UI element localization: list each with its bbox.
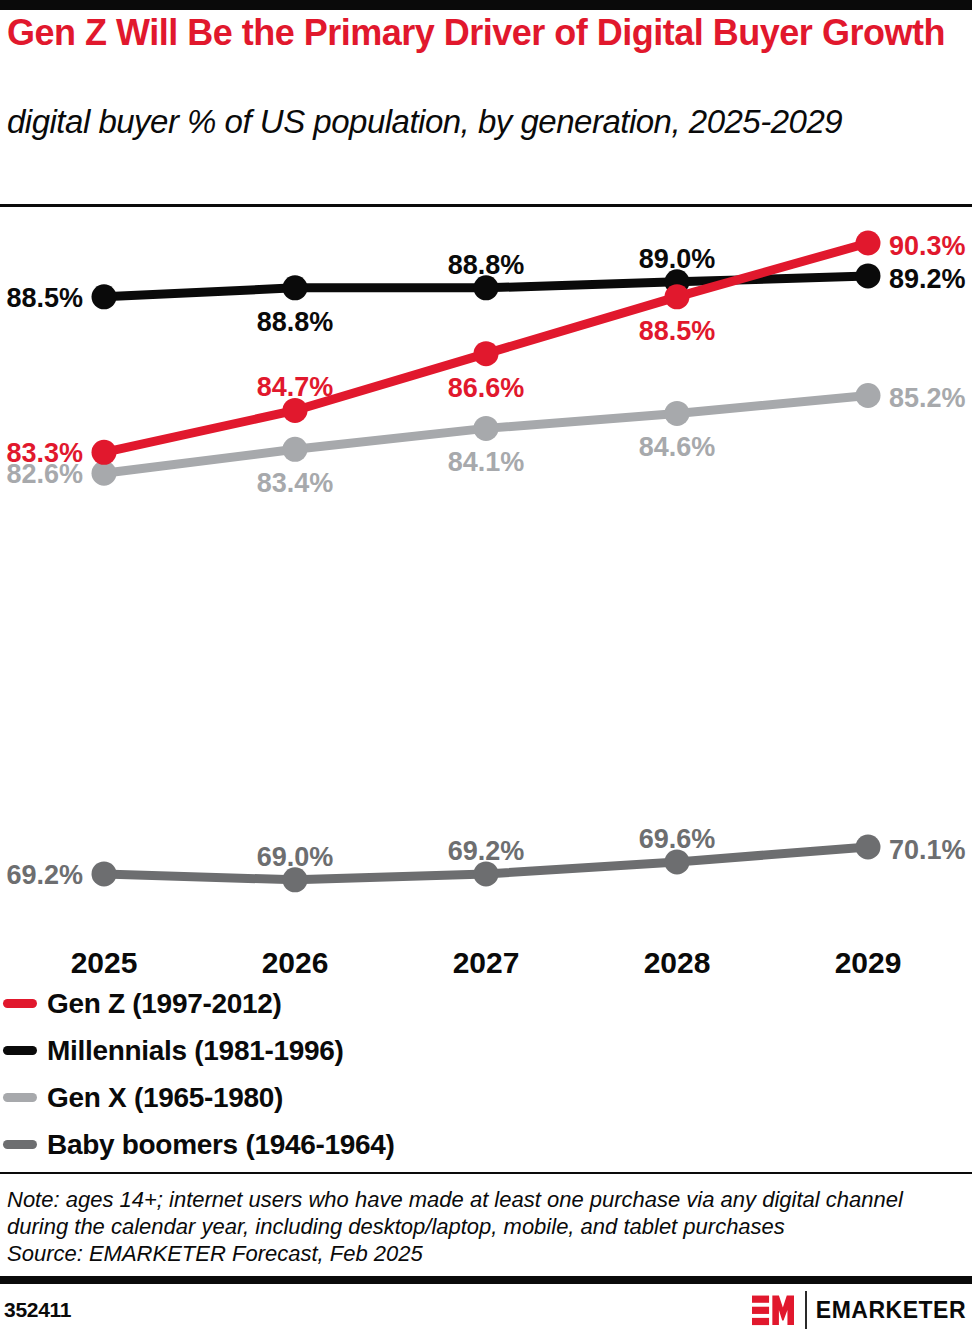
brand-divider [805, 1291, 807, 1329]
chart-card: Gen Z Will Be the Primary Driver of Digi… [0, 0, 972, 1330]
data-point-gen-z-1997-2012-2029 [856, 231, 881, 256]
legend-item-gen-x-1965-1980: Gen X (1965-1980) [3, 1074, 703, 1121]
axis-label-2027: 2027 [453, 946, 520, 979]
legend-label: Millennials (1981-1996) [47, 1035, 344, 1067]
legend: Gen Z (1997-2012) Millennials (1981-1996)… [3, 980, 703, 1168]
data-point-gen-x-1965-1980-2028 [665, 401, 690, 426]
data-point-millennials-1981-1996-2026 [283, 275, 308, 300]
note-divider [0, 1172, 972, 1174]
axis-label-2025: 2025 [71, 946, 138, 979]
data-label-baby-boomers-1946-1964-2029: 70.1% [889, 835, 966, 865]
data-point-gen-x-1965-1980-2027 [474, 416, 499, 441]
data-point-gen-x-1965-1980-2026 [283, 437, 308, 462]
legend-label: Gen Z (1997-2012) [47, 988, 282, 1020]
legend-item-baby-boomers-1946-1964: Baby boomers (1946-1964) [3, 1121, 703, 1168]
data-point-millennials-1981-1996-2029 [856, 263, 881, 288]
data-label-gen-z-1997-2012-2029: 90.3% [889, 231, 966, 261]
top-accent-bar [0, 0, 972, 10]
data-label-gen-x-1965-1980-2029: 85.2% [889, 383, 966, 413]
note-text: Note: ages 14+; internet users who have … [7, 1186, 967, 1240]
data-label-gen-z-1997-2012-2028: 88.5% [639, 316, 716, 346]
data-label-baby-boomers-1946-1964-2027: 69.2% [448, 836, 525, 866]
data-label-millennials-1981-1996-2025: 88.5% [6, 283, 83, 313]
data-label-gen-z-1997-2012-2025: 83.3% [6, 438, 83, 468]
legend-swatch-gen-x-1965-1980 [3, 1093, 37, 1102]
data-label-gen-x-1965-1980-2026: 83.4% [257, 468, 334, 498]
data-label-baby-boomers-1946-1964-2028: 69.6% [639, 824, 716, 854]
data-point-baby-boomers-1946-1964-2029 [856, 834, 881, 859]
legend-swatch-millennials-1981-1996 [3, 1046, 37, 1055]
legend-item-gen-z-1997-2012: Gen Z (1997-2012) [3, 980, 703, 1027]
data-label-millennials-1981-1996-2026: 88.8% [257, 307, 334, 337]
data-label-millennials-1981-1996-2028: 89.0% [639, 244, 716, 274]
data-label-gen-x-1965-1980-2028: 84.6% [639, 432, 716, 462]
data-point-gen-z-1997-2012-2025 [92, 440, 117, 465]
data-label-gen-x-1965-1980-2027: 84.1% [448, 447, 525, 477]
data-label-gen-z-1997-2012-2027: 86.6% [448, 373, 525, 403]
footer-row: 352411 EMARKETER [0, 1290, 972, 1330]
data-point-gen-z-1997-2012-2027 [474, 341, 499, 366]
data-point-gen-z-1997-2012-2028 [665, 284, 690, 309]
brand-logo: EMARKETER [752, 1291, 966, 1329]
axis-label-2026: 2026 [262, 946, 329, 979]
legend-label: Gen X (1965-1980) [47, 1082, 283, 1114]
axis-label-2028: 2028 [644, 946, 711, 979]
legend-item-millennials-1981-1996: Millennials (1981-1996) [3, 1027, 703, 1074]
line-chart: 82.6%83.4%84.1%84.6%85.2%69.2%69.0%69.2%… [0, 205, 972, 985]
brand-name: EMARKETER [816, 1297, 966, 1324]
data-point-baby-boomers-1946-1964-2025 [92, 861, 117, 886]
chart-id: 352411 [4, 1298, 71, 1322]
data-label-gen-z-1997-2012-2026: 84.7% [257, 372, 334, 402]
data-point-gen-x-1965-1980-2029 [856, 383, 881, 408]
data-label-millennials-1981-1996-2027: 88.8% [448, 250, 525, 280]
emarketer-em-icon [752, 1294, 794, 1326]
data-label-millennials-1981-1996-2029: 89.2% [889, 264, 966, 294]
chart-subtitle: digital buyer % of US population, by gen… [7, 102, 965, 142]
data-point-millennials-1981-1996-2025 [92, 284, 117, 309]
footnote-block: Note: ages 14+; internet users who have … [7, 1186, 967, 1267]
legend-label: Baby boomers (1946-1964) [47, 1129, 395, 1161]
source-text: Source: EMARKETER Forecast, Feb 2025 [7, 1240, 967, 1267]
legend-swatch-baby-boomers-1946-1964 [3, 1140, 37, 1149]
bottom-bar [0, 1276, 972, 1284]
chart-title: Gen Z Will Be the Primary Driver of Digi… [7, 13, 959, 54]
data-label-baby-boomers-1946-1964-2025: 69.2% [6, 860, 83, 890]
axis-label-2029: 2029 [835, 946, 902, 979]
legend-swatch-gen-z-1997-2012 [3, 999, 37, 1008]
data-label-baby-boomers-1946-1964-2026: 69.0% [257, 842, 334, 872]
